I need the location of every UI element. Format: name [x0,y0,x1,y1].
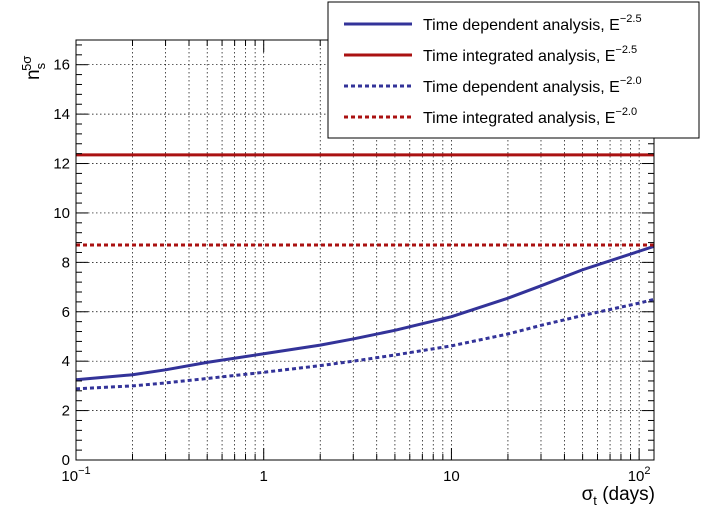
series-line-1 [75,244,655,382]
y-tick-label: 14 [53,106,70,123]
y-tick-label: 2 [62,403,70,420]
y-tick-label: 12 [53,156,70,173]
tick-labels: 10−1 1 10 102 0 2 4 6 8 10 12 14 16 [53,57,650,485]
y-tick-label: 4 [62,353,70,370]
y-tick-label: 0 [62,452,70,469]
y-tick-label: 16 [53,57,70,74]
y-tick-label: 6 [62,304,70,321]
legend-label-4: Time integrated analysis, E−2.0 [423,106,637,127]
series-group [75,153,655,391]
x-tick-label: 1 [260,468,268,485]
y-tick-label: 10 [53,205,70,222]
legend-label-3: Time dependent analysis, E−2.0 [423,75,642,96]
x-axis-label: σt (days) [582,484,655,507]
x-tick-label: 10 [443,468,460,485]
legend-label-2: Time integrated analysis, E−2.5 [423,44,637,65]
x-tick-label: 10−1 [61,465,90,485]
y-axis-label: ns5σ [19,56,48,80]
series-line-3 [75,297,655,391]
x-tick-label: 102 [628,465,651,485]
legend-label-1: Time dependent analysis, E−2.5 [423,13,642,34]
y-tick-label: 8 [62,254,70,271]
legend: Time dependent analysis, E−2.5 Time integ… [327,1,700,139]
